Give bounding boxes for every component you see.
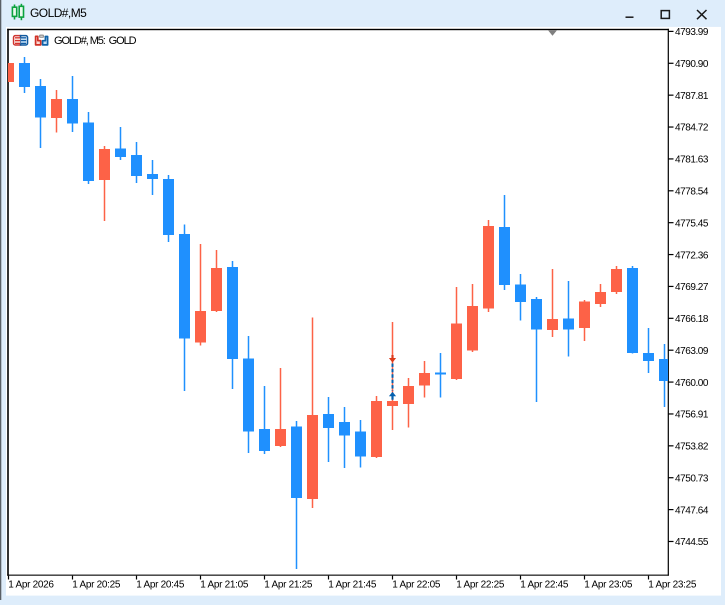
svg-text:4775.45: 4775.45 bbox=[675, 218, 709, 229]
svg-text:4772.36: 4772.36 bbox=[675, 250, 709, 261]
svg-text:4778.54: 4778.54 bbox=[675, 187, 709, 198]
svg-text:4763.09: 4763.09 bbox=[675, 346, 709, 357]
svg-text:1 Apr 22:05: 1 Apr 22:05 bbox=[392, 580, 441, 591]
svg-text:1 Apr 23:25: 1 Apr 23:25 bbox=[648, 580, 697, 591]
svg-text:1 Apr 21:05: 1 Apr 21:05 bbox=[200, 580, 249, 591]
svg-text:4747.64: 4747.64 bbox=[675, 505, 709, 516]
svg-text:4769.27: 4769.27 bbox=[675, 282, 709, 293]
svg-text:1 Apr 2026: 1 Apr 2026 bbox=[8, 580, 54, 591]
svg-text:1 Apr 22:45: 1 Apr 22:45 bbox=[520, 580, 569, 591]
svg-text:4744.55: 4744.55 bbox=[675, 537, 709, 548]
svg-text:4781.63: 4781.63 bbox=[675, 155, 709, 166]
svg-text:4790.90: 4790.90 bbox=[675, 59, 709, 70]
svg-text:4766.18: 4766.18 bbox=[675, 314, 709, 325]
svg-text:1 Apr 21:25: 1 Apr 21:25 bbox=[264, 580, 313, 591]
svg-text:4756.91: 4756.91 bbox=[675, 410, 709, 421]
svg-text:4793.99: 4793.99 bbox=[675, 27, 709, 38]
svg-text:1 Apr 21:45: 1 Apr 21:45 bbox=[328, 580, 377, 591]
svg-text:4750.73: 4750.73 bbox=[675, 473, 709, 484]
svg-text:4784.72: 4784.72 bbox=[675, 123, 709, 134]
svg-text:1 Apr 20:45: 1 Apr 20:45 bbox=[136, 580, 185, 591]
svg-text:4787.81: 4787.81 bbox=[675, 91, 709, 102]
svg-text:4753.82: 4753.82 bbox=[675, 442, 709, 453]
svg-text:1 Apr 22:25: 1 Apr 22:25 bbox=[456, 580, 505, 591]
svg-text:4760.00: 4760.00 bbox=[675, 378, 709, 389]
svg-text:1 Apr 23:05: 1 Apr 23:05 bbox=[584, 580, 633, 591]
svg-text:1 Apr 20:25: 1 Apr 20:25 bbox=[72, 580, 121, 591]
